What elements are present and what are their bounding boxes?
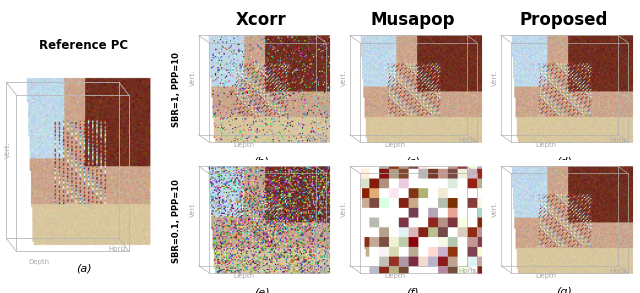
Text: Depth: Depth [536, 142, 557, 148]
Text: (c): (c) [405, 156, 420, 166]
Text: Horiz.: Horiz. [458, 268, 479, 274]
Text: Horiz.: Horiz. [108, 246, 129, 252]
Text: (g): (g) [556, 287, 572, 293]
Text: Depth: Depth [234, 273, 255, 279]
Text: (a): (a) [76, 264, 92, 274]
Text: (d): (d) [556, 156, 572, 166]
Text: Depth: Depth [234, 142, 255, 148]
Text: Depth: Depth [385, 273, 406, 279]
Text: Horiz.: Horiz. [307, 137, 327, 143]
Text: Depth: Depth [385, 142, 406, 148]
Title: Xcorr: Xcorr [236, 11, 287, 29]
Title: Proposed: Proposed [520, 11, 608, 29]
Text: Horiz.: Horiz. [609, 268, 630, 274]
Text: Vert.: Vert. [190, 69, 196, 86]
Text: Vert.: Vert. [492, 200, 498, 217]
Text: Vert.: Vert. [341, 69, 347, 86]
Text: (e): (e) [253, 287, 269, 293]
Text: Reference PC: Reference PC [39, 39, 128, 52]
Text: Horiz.: Horiz. [307, 268, 327, 274]
Text: (b): (b) [253, 156, 269, 166]
Text: Depth: Depth [536, 273, 557, 279]
Text: Vert.: Vert. [5, 142, 11, 159]
Text: Horiz.: Horiz. [458, 137, 479, 143]
Text: SBR=0.1, PPP=10: SBR=0.1, PPP=10 [172, 179, 180, 263]
Text: Vert.: Vert. [190, 200, 196, 217]
Text: SBR=1, PPP=10: SBR=1, PPP=10 [172, 52, 180, 127]
Title: Musapop: Musapop [371, 11, 455, 29]
Text: Depth: Depth [28, 259, 49, 265]
Text: Vert.: Vert. [341, 200, 347, 217]
Text: Horiz.: Horiz. [609, 137, 630, 143]
Text: Vert.: Vert. [492, 69, 498, 86]
Text: (f): (f) [406, 287, 419, 293]
